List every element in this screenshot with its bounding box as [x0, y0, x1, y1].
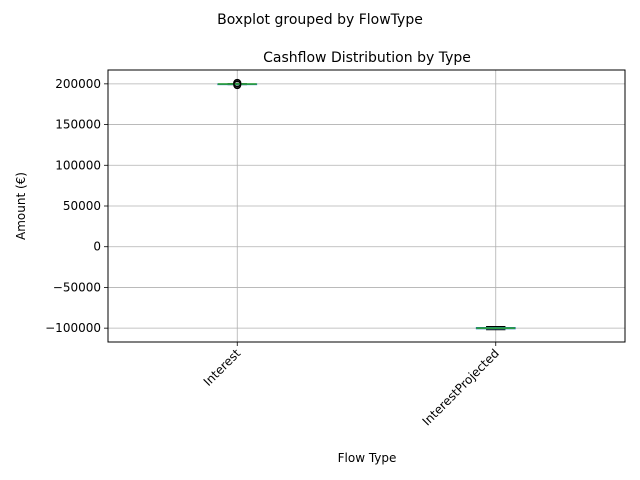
y-tick-label: 150000: [55, 118, 101, 132]
x-axis: Interest InterestProjected: [201, 342, 502, 428]
box-Interest: [217, 78, 258, 90]
y-axis: −100000 −50000 0 50000 100000 150000 200000: [45, 77, 108, 335]
box-InterestProjected: [475, 326, 516, 331]
y-tick-label: −50000: [53, 280, 101, 294]
y-axis-label: Amount (€): [14, 172, 28, 240]
box-group: [217, 78, 516, 331]
y-tick-label: −100000: [45, 321, 101, 335]
grid-lines: [108, 70, 625, 342]
y-tick-label: 100000: [55, 158, 101, 172]
y-tick-label: 0: [93, 240, 101, 254]
y-tick-label: 50000: [63, 199, 101, 213]
chart-title: Cashflow Distribution by Type: [263, 50, 471, 66]
x-tick-label: InterestProjected: [420, 346, 502, 428]
x-axis-label: Flow Type: [338, 451, 397, 465]
y-tick-label: 200000: [55, 77, 101, 91]
outlier-point: [233, 79, 242, 88]
x-tick-label: Interest: [201, 346, 244, 389]
chart-suptitle: Boxplot grouped by FlowType: [217, 12, 423, 28]
